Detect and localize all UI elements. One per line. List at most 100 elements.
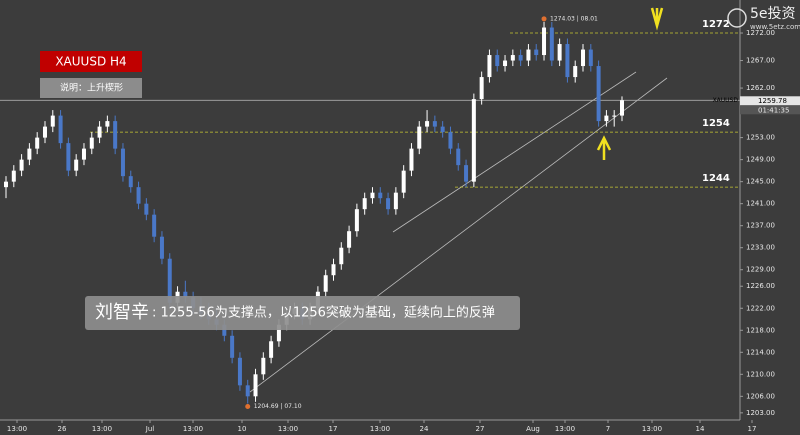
candle-body xyxy=(432,121,437,127)
candle-body xyxy=(237,357,242,386)
y-tick-label: 1203.00 xyxy=(746,409,775,417)
candle-body xyxy=(81,148,86,160)
candle-body xyxy=(11,170,16,182)
candle-body xyxy=(604,115,609,122)
candle-body xyxy=(128,176,133,188)
note: 说明：上升楔形 xyxy=(60,82,123,94)
candle-body xyxy=(276,324,281,342)
caption-box xyxy=(85,296,520,330)
candle-body xyxy=(393,192,398,210)
candle-body xyxy=(261,357,266,375)
candle-body xyxy=(503,60,508,67)
candle-body xyxy=(581,49,586,67)
candle-body xyxy=(230,335,235,358)
y-tick-label: 1214.00 xyxy=(746,348,775,356)
note-box xyxy=(40,78,142,98)
x-tick-label: Aug xyxy=(526,425,540,433)
candle-body xyxy=(386,198,391,210)
candle-body xyxy=(269,341,274,358)
symbol-box xyxy=(40,51,142,72)
candle-body xyxy=(370,192,375,199)
y-tick-label: 1253.00 xyxy=(746,134,775,142)
y-tick-label: 1272.00 xyxy=(746,29,775,37)
candle-body xyxy=(456,148,461,166)
candle-body xyxy=(417,126,422,149)
x-tick-label: 7 xyxy=(606,425,610,433)
x-tick-label: 13:00 xyxy=(555,425,575,433)
candle-body xyxy=(612,115,617,117)
last-price-box xyxy=(740,96,800,106)
candle-body xyxy=(354,209,359,232)
candle-body xyxy=(89,137,94,149)
candle-body xyxy=(113,121,118,149)
candle-body xyxy=(495,55,500,67)
level-label: 1254 xyxy=(702,118,730,129)
low-label: 1204.69 | 07.10 xyxy=(254,403,302,410)
candle-body xyxy=(183,291,188,298)
candle-body xyxy=(331,264,336,276)
candle-body xyxy=(58,115,63,144)
candle-body xyxy=(339,247,344,265)
logo-icon xyxy=(727,8,747,28)
candle-body xyxy=(620,100,624,116)
candle-body xyxy=(596,66,601,122)
candle-body xyxy=(440,126,445,133)
last-price: 1259.78 xyxy=(758,97,787,105)
logo: 5e投资 xyxy=(750,6,796,22)
countdown: 01:41:35 xyxy=(758,106,789,114)
candle-body xyxy=(152,214,157,237)
candle-body xyxy=(378,192,383,199)
candle-body xyxy=(565,44,570,78)
y-tick-label: 1206.00 xyxy=(746,392,775,400)
x-tick-label: Jul xyxy=(145,425,155,433)
high-marker xyxy=(541,16,547,22)
logo-url: www.5etz.com xyxy=(750,23,800,31)
candle-body xyxy=(120,148,125,177)
candle-body xyxy=(27,148,32,160)
candle-body xyxy=(253,374,258,397)
high-label: 1274.03 | 08.01 xyxy=(550,15,598,22)
y-tick-label: 1233.00 xyxy=(746,244,775,252)
y-tick-label: 1222.00 xyxy=(746,304,775,312)
x-tick-label: 13:00 xyxy=(7,425,27,433)
candle-body xyxy=(66,143,71,171)
x-tick-label: 13:00 xyxy=(642,425,662,433)
arrow-up xyxy=(596,135,612,160)
candle-body xyxy=(50,115,55,127)
countdown-box xyxy=(740,105,800,115)
y-tick-label: 1245.00 xyxy=(746,178,775,186)
candle-body xyxy=(19,159,24,171)
candle-body xyxy=(347,231,352,248)
candle-body xyxy=(448,132,453,149)
y-tick-label: 1218.00 xyxy=(746,326,775,334)
candle-body xyxy=(542,27,547,56)
candle-body xyxy=(222,324,227,336)
comment: : 1255-56为支撑点，以1256突破为基础，延续向上的反弹 xyxy=(152,305,495,321)
trend-line xyxy=(249,77,668,393)
candle-body xyxy=(471,99,476,182)
y-tick-label: 1210.00 xyxy=(746,370,775,378)
candle-body xyxy=(573,66,578,78)
candle-body xyxy=(409,148,414,171)
candle-body xyxy=(518,55,523,61)
candle-body xyxy=(479,77,484,100)
y-tick-label: 1229.00 xyxy=(746,266,775,274)
trend-line xyxy=(392,71,637,233)
candle-body xyxy=(74,159,79,171)
candle-body xyxy=(105,121,110,127)
candle-body xyxy=(97,126,102,138)
candle-body xyxy=(35,137,40,149)
last-symbol: XAUUSD xyxy=(713,97,739,104)
candle-body xyxy=(534,49,539,56)
x-tick-label: 27 xyxy=(476,425,485,433)
y-tick-label: 1249.00 xyxy=(746,156,775,164)
x-tick-label: 13:00 xyxy=(92,425,112,433)
x-tick-label: 26 xyxy=(58,425,67,433)
author: 刘智辛 xyxy=(95,302,149,323)
candle-body xyxy=(362,198,367,210)
candle-body xyxy=(526,49,531,61)
candle-body xyxy=(144,203,149,215)
candle-body xyxy=(323,275,328,292)
